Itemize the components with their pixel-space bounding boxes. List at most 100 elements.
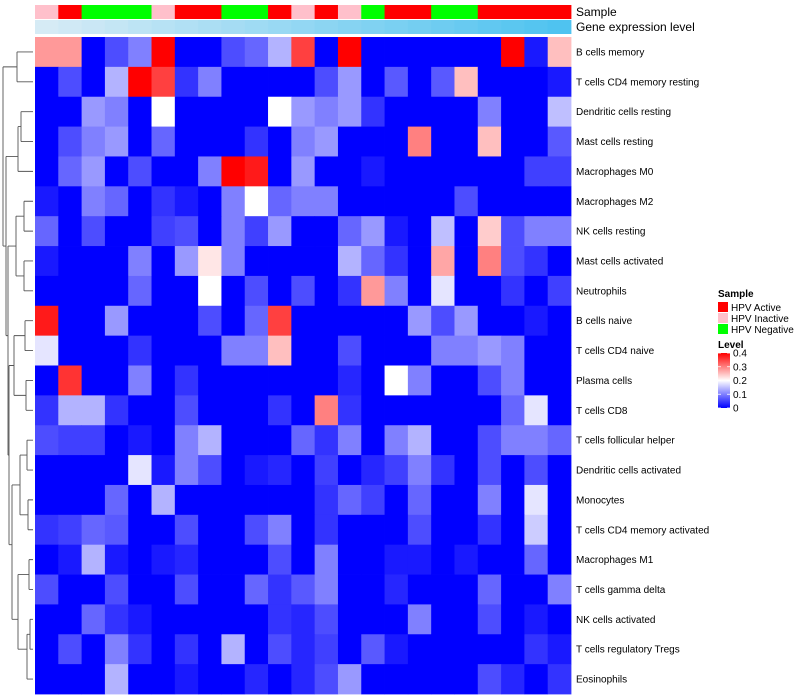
heatmap-cell <box>477 365 502 396</box>
heatmap-cell <box>407 574 432 605</box>
heatmap-cell <box>431 305 455 337</box>
heatmap-cell <box>547 544 572 575</box>
heatmap-cell <box>244 514 269 546</box>
heatmap-cell <box>361 484 385 516</box>
heatmap-cell <box>337 186 362 217</box>
heatmap-cell <box>384 455 409 486</box>
heatmap-cell <box>221 126 246 157</box>
heatmap-cell <box>198 455 222 486</box>
heatmap-cell <box>477 216 502 247</box>
heatmap-cell <box>524 186 549 217</box>
legend-level-ticks: 0.4 0.3 0.2 0.1 0 <box>718 349 747 415</box>
heatmap-cell <box>151 66 176 98</box>
heatmap-cell <box>477 425 502 456</box>
heatmap-cell <box>361 604 385 635</box>
heatmap-cell <box>547 37 572 68</box>
heatmap-cell <box>128 156 152 187</box>
heatmap-cell <box>291 216 316 247</box>
heatmap-cell <box>244 216 269 247</box>
heatmap-cell <box>314 275 339 307</box>
heatmap-cell <box>431 425 455 456</box>
heatmap-cell <box>198 604 222 635</box>
heatmap-cell <box>151 574 176 605</box>
heatmap-cell <box>151 305 176 337</box>
heatmap-cell <box>501 484 525 516</box>
sample-annotation-cell <box>454 5 479 19</box>
heatmap-cell <box>151 544 176 575</box>
heatmap-cell <box>524 365 549 396</box>
heatmap-cell <box>337 216 362 247</box>
heatmap-cell <box>431 604 455 635</box>
heatmap-cell <box>221 425 246 456</box>
heatmap-cell <box>35 395 59 426</box>
expression-annotation-cell <box>104 20 129 34</box>
heatmap-cell <box>291 514 316 546</box>
expression-annotation-cell <box>291 20 316 34</box>
expression-annotation-cell <box>524 20 549 34</box>
heatmap-cell <box>198 126 222 157</box>
heatmap-cell <box>104 246 129 277</box>
heatmap-cell <box>384 305 409 337</box>
heatmap-cell <box>174 335 199 366</box>
heatmap-cell <box>337 544 362 575</box>
heatmap-cell <box>361 96 385 127</box>
heatmap-cell <box>151 96 176 127</box>
heatmap-cell <box>407 37 432 68</box>
heatmap-cell <box>384 96 409 127</box>
heatmap-cell <box>151 246 176 277</box>
heatmap-cell <box>477 246 502 277</box>
heatmap-cell <box>221 66 246 98</box>
heatmap-cell <box>128 335 152 366</box>
row-label: Macrophages M1 <box>576 555 654 566</box>
heatmap-cell <box>454 574 479 605</box>
heatmap-cell <box>431 544 455 575</box>
heatmap-cell <box>291 664 316 695</box>
heatmap-cell <box>547 335 572 366</box>
heatmap-cell <box>291 634 316 665</box>
heatmap-cell <box>477 126 502 157</box>
heatmap-cell <box>407 425 432 456</box>
heatmap-cell <box>221 395 246 426</box>
heatmap-cell <box>407 66 432 98</box>
heatmap-cell <box>337 395 362 426</box>
row-dendrogram <box>2 51 33 680</box>
heatmap-cell <box>291 365 316 396</box>
heatmap-cell <box>431 275 455 307</box>
expression-annotation-cell <box>431 20 455 34</box>
expression-annotation-cell <box>198 20 222 34</box>
heatmap-cell <box>128 37 152 68</box>
heatmap-cell <box>244 544 269 575</box>
heatmap-cell <box>314 365 339 396</box>
heatmap-cell <box>35 335 59 366</box>
heatmap-cell <box>221 216 246 247</box>
heatmap-cell <box>104 484 129 516</box>
sample-annotation-cell <box>291 5 316 19</box>
heatmap-cell <box>501 186 525 217</box>
heatmap-cell <box>407 604 432 635</box>
heatmap-cell <box>547 514 572 546</box>
sample-annotation-cell <box>314 5 339 19</box>
heatmap-cell <box>174 96 199 127</box>
heatmap-cell <box>221 305 246 337</box>
heatmap-cell <box>198 664 222 695</box>
heatmap-cell <box>291 37 316 68</box>
heatmap-cell <box>314 305 339 337</box>
heatmap-cell <box>547 66 572 98</box>
heatmap-cell <box>407 335 432 366</box>
heatmap-cell <box>198 37 222 68</box>
heatmap-cell <box>244 574 269 605</box>
heatmap-cell <box>35 246 59 277</box>
heatmap-cell <box>407 275 432 307</box>
heatmap-cell <box>174 604 199 635</box>
heatmap-cell <box>314 544 339 575</box>
heatmap-cell <box>81 604 106 635</box>
heatmap-cell <box>268 604 292 635</box>
heatmap-cell <box>81 425 106 456</box>
heatmap-cell <box>174 574 199 605</box>
heatmap-cell <box>314 37 339 68</box>
row-label: Eosinophils <box>576 675 627 686</box>
heatmap-cell <box>337 455 362 486</box>
heatmap-cell <box>198 574 222 605</box>
heatmap-cell <box>128 574 152 605</box>
sample-annotation-cell <box>174 5 199 19</box>
